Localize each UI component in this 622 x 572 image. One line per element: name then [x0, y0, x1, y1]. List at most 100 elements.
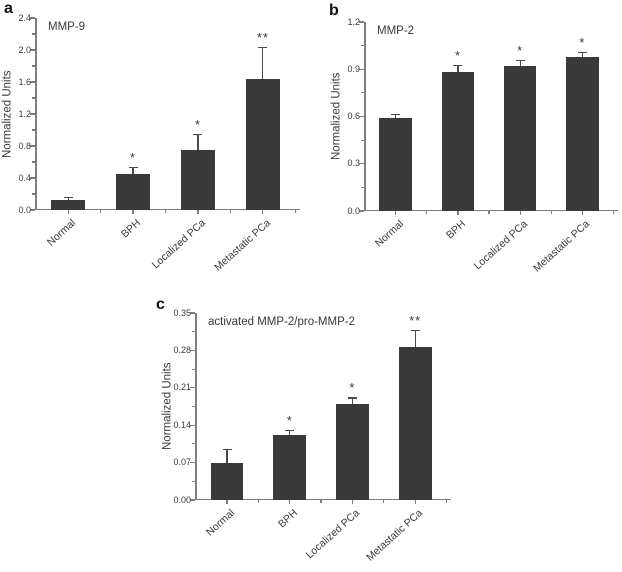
error-bar-cap	[391, 114, 401, 116]
x-category-label: Metastatic PCa	[211, 217, 273, 274]
x-category-label: Localized PCa	[149, 217, 208, 272]
x-major-tick	[67, 210, 69, 214]
y-minor-tick	[32, 33, 35, 35]
x-major-tick	[197, 210, 199, 214]
significance-label: *	[454, 47, 461, 63]
y-axis-line	[364, 22, 366, 211]
y-tick-label: 0.28	[173, 344, 191, 355]
error-bar-cap	[453, 64, 463, 66]
chart-panel-b: MMP-2 Normalized Units 0.0 0.3 0.6 0.9 1.2 No…	[331, 17, 618, 275]
bar	[181, 150, 215, 210]
bar	[441, 71, 475, 211]
y-minor-tick	[32, 161, 35, 163]
y-major-tick	[190, 499, 195, 501]
y-major-tick	[30, 177, 35, 179]
y-major-tick	[359, 163, 364, 165]
x-category-label: Localized PCa	[304, 507, 363, 562]
x-minor-tick	[320, 500, 322, 503]
y-axis-line	[195, 313, 197, 500]
x-minor-tick	[426, 211, 428, 214]
significance-label: *	[130, 149, 137, 165]
x-major-tick	[351, 500, 354, 504]
significance-label: *	[349, 380, 356, 396]
x-major-tick	[581, 211, 584, 215]
x-minor-tick	[99, 210, 102, 213]
error-bar-cap	[410, 330, 420, 332]
error-bar-line	[351, 397, 354, 404]
bar	[503, 66, 537, 211]
y-major-tick	[30, 113, 35, 115]
y-minor-tick	[32, 97, 35, 99]
significance-label: *	[194, 117, 201, 132]
x-major-tick	[457, 211, 459, 215]
error-bar-line	[457, 64, 459, 72]
x-major-tick	[132, 210, 134, 214]
x-minor-tick	[229, 210, 232, 213]
y-tick-label: 1.6	[18, 76, 31, 87]
y-tick-label: 0.4	[18, 172, 31, 183]
y-major-tick	[359, 115, 364, 118]
x-category-label: BPH	[118, 217, 144, 241]
bar	[336, 403, 369, 500]
bar	[273, 435, 307, 500]
y-major-tick	[30, 145, 35, 147]
x-minor-tick	[383, 500, 385, 503]
y-major-tick	[190, 349, 195, 351]
error-bar-cap	[515, 59, 525, 61]
error-bar-cap	[193, 134, 203, 136]
y-major-tick	[190, 312, 195, 314]
chart-panel-c: Normalized Units activated MMP-2/pro-MMP…	[162, 308, 451, 564]
y-major-tick	[30, 17, 35, 19]
x-major-tick	[262, 210, 264, 214]
chart-title-b: MMP-2	[377, 25, 415, 37]
bar	[116, 174, 150, 210]
x-category-label: Localized PCa	[471, 218, 531, 273]
y-tick-label: 0.35	[173, 307, 191, 318]
y-minor-tick	[361, 139, 364, 141]
y-minor-tick	[192, 368, 195, 370]
error-bar-cap	[347, 397, 357, 399]
chart-panel-a: MMP-9 Normalized Units 0.0 0.4 0.8 1.2 1.6 2.…	[2, 13, 300, 274]
x-major-tick	[414, 500, 416, 504]
bar	[398, 347, 432, 500]
x-minor-tick	[445, 500, 448, 503]
y-minor-tick	[192, 331, 195, 333]
y-major-tick	[30, 209, 35, 211]
significance-label: *	[517, 42, 524, 58]
panel-label-a: a	[4, 0, 13, 17]
x-axis-line	[35, 208, 300, 210]
x-category-label: Normal	[44, 217, 79, 249]
error-bar-line	[132, 166, 134, 174]
significance-label: **	[256, 29, 269, 45]
x-minor-tick	[550, 211, 552, 214]
error-bar-line	[289, 430, 291, 436]
y-minor-tick	[192, 405, 195, 408]
x-category-label: BPH	[275, 507, 300, 531]
x-category-label: Normal	[203, 507, 238, 539]
y-tick-label: 2.4	[18, 12, 31, 23]
bar	[379, 118, 412, 211]
error-bar-line	[67, 197, 69, 201]
x-major-tick	[226, 500, 228, 504]
error-bar-line	[414, 330, 416, 348]
x-major-tick	[289, 500, 291, 504]
bar	[566, 57, 599, 211]
error-bar-line	[197, 134, 199, 150]
panel-label-b: b	[329, 2, 339, 19]
y-major-tick	[359, 210, 364, 212]
error-bar-line	[519, 59, 521, 67]
significance-label: **	[409, 313, 422, 329]
x-category-label: Metastatic PCa	[531, 218, 593, 275]
bar	[210, 462, 244, 500]
chart-title-c: activated MMP-2/pro-MMP-2	[208, 316, 355, 328]
x-major-tick	[395, 211, 397, 215]
panel-label-c: c	[156, 296, 165, 313]
chart-title-a: MMP-9	[48, 21, 86, 33]
y-tick-label: 2.0	[18, 44, 31, 55]
y-minor-tick	[361, 45, 364, 47]
error-bar-cap	[258, 46, 268, 48]
y-minor-tick	[32, 129, 35, 131]
x-category-label: BPH	[443, 218, 468, 242]
error-bar-line	[581, 51, 584, 58]
